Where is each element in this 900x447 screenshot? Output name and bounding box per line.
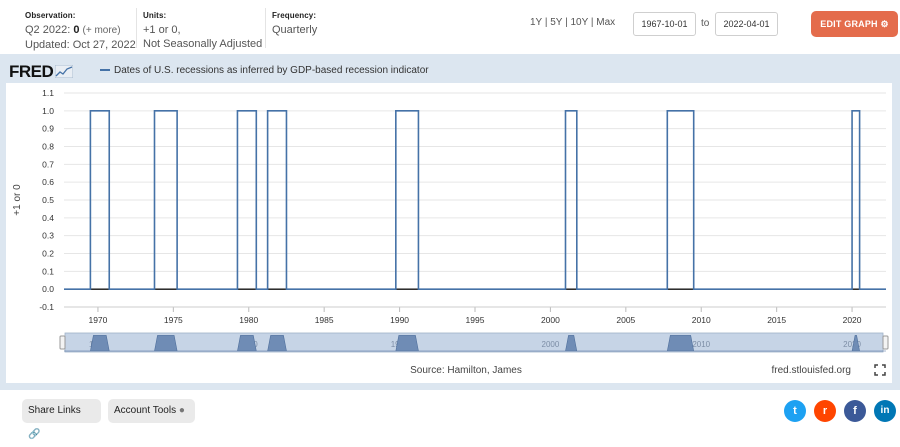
x-tick-label: 1975: [164, 315, 183, 325]
x-tick-label: 1980: [239, 315, 258, 325]
chart-title: Dates of U.S. recessions as inferred by …: [114, 65, 429, 76]
frequency-value: Quarterly: [272, 24, 318, 36]
y-tick-label: 0.6: [42, 177, 54, 187]
facebook-icon[interactable]: f: [844, 400, 866, 422]
legend-swatch: [100, 69, 110, 72]
gear-icon: ⚙: [880, 19, 889, 29]
range-max-button[interactable]: Max: [596, 17, 616, 28]
observation-label: Observation:: [25, 11, 76, 20]
y-tick-label: 0.2: [42, 249, 54, 259]
series-line: [64, 110, 886, 290]
chart-legend: Dates of U.S. recessions as inferred by …: [100, 65, 429, 76]
x-tick-label: 2000: [541, 315, 560, 325]
frequency-block: Frequency: Quarterly: [272, 9, 317, 37]
y-tick-label: 0.8: [42, 142, 54, 152]
x-tick-label: 1990: [390, 315, 409, 325]
fred-logo-text: FRED: [9, 62, 54, 81]
y-tick-label: 0.4: [42, 213, 54, 223]
fred-site-link[interactable]: fred.stlouisfed.org: [772, 365, 852, 376]
reddit-icon[interactable]: r: [814, 400, 836, 422]
edit-graph-label: EDIT GRAPH: [820, 19, 878, 29]
share-links-label: Share Links: [28, 405, 81, 416]
x-tick-label: 2010: [692, 315, 711, 325]
end-date-input[interactable]: [715, 12, 778, 36]
navigator-label: 2000: [542, 340, 560, 349]
chart-area: 1.1 1.0 0.9 0.8 0.7 0.6 0.5 0.4 0.3 0.2 0.1 0.0 -0.1…: [6, 83, 892, 383]
units-line1: +1 or 0,: [143, 24, 181, 36]
y-tick-label: 0.0: [42, 284, 54, 294]
y-tick-label: 1.0: [42, 106, 54, 116]
y-axis-label: +1 or 0: [12, 184, 23, 216]
x-tick-label: 1985: [315, 315, 334, 325]
y-tick-label: 0.7: [42, 159, 54, 169]
range-separator: |: [544, 17, 548, 28]
updated-date: Updated: Oct 27, 2022: [25, 39, 136, 51]
fred-logo-chart-icon: [54, 64, 74, 79]
fred-logo[interactable]: FRED: [9, 62, 74, 82]
x-tick-label: 2020: [843, 315, 862, 325]
navigator-series: [64, 335, 886, 352]
divider: [136, 8, 137, 48]
y-tick-label: 1.1: [42, 88, 54, 98]
y-tick-label: 0.5: [42, 195, 54, 205]
recession-chart: 1.1 1.0 0.9 0.8 0.7 0.6 0.5 0.4 0.3 0.2 0.1 0.0 -0.1…: [12, 88, 889, 376]
link-icon: 🔗: [28, 429, 41, 440]
units-line2: Not Seasonally Adjusted: [143, 38, 263, 50]
user-icon: ●: [178, 405, 185, 416]
navigator-track[interactable]: [64, 332, 884, 353]
observation-block: Observation: Q2 2022: 0 (+ more) Updated…: [25, 9, 136, 52]
range-separator: |: [565, 17, 568, 28]
twitter-icon[interactable]: t: [784, 400, 806, 422]
range-1y-button[interactable]: 1Y: [530, 17, 543, 28]
navigator-label: 2020: [843, 340, 861, 349]
start-date-input[interactable]: [633, 12, 696, 36]
fullscreen-icon[interactable]: [874, 364, 886, 376]
units-block: Units: +1 or 0, Not Seasonally Adjusted: [143, 9, 262, 51]
date-range-presets: 1Y | 5Y | 10Y | Max: [530, 17, 615, 28]
range-10y-button[interactable]: 10Y: [570, 17, 589, 28]
x-tick-label: 2015: [767, 315, 786, 325]
observation-value: 0: [73, 24, 80, 36]
linkedin-icon[interactable]: in: [874, 400, 896, 422]
y-tick-label: 0.1: [42, 266, 54, 276]
share-links-button[interactable]: Share Links 🔗: [22, 399, 101, 440]
frequency-label: Frequency:: [272, 11, 317, 20]
y-tick-label: 0.3: [42, 231, 54, 241]
to-label: to: [701, 18, 710, 29]
x-tick-label: 1995: [466, 315, 485, 325]
y-tick-label: -0.1: [39, 302, 54, 312]
x-tick-label: 2005: [616, 315, 635, 325]
navigator-label: 2010: [692, 340, 710, 349]
navigator-left-handle[interactable]: [59, 335, 66, 350]
x-tick-label: 1970: [88, 315, 107, 325]
navigator-right-handle[interactable]: [882, 335, 889, 350]
divider: [265, 8, 266, 48]
units-label: Units:: [143, 11, 167, 20]
observation-more-link[interactable]: (+ more): [82, 25, 121, 36]
range-5y-button[interactable]: 5Y: [550, 17, 563, 28]
range-separator: |: [590, 17, 594, 28]
account-tools-label: Account Tools: [114, 405, 177, 416]
series-header: Observation: Q2 2022: 0 (+ more) Updated…: [0, 0, 900, 54]
edit-graph-button[interactable]: EDIT GRAPH ⚙: [811, 11, 898, 37]
y-tick-label: 0.9: [42, 124, 54, 134]
source-text[interactable]: Source: Hamilton, James: [410, 365, 522, 376]
account-tools-button[interactable]: Account Tools ●: [108, 399, 195, 423]
observation-period: Q2 2022:: [25, 24, 71, 36]
